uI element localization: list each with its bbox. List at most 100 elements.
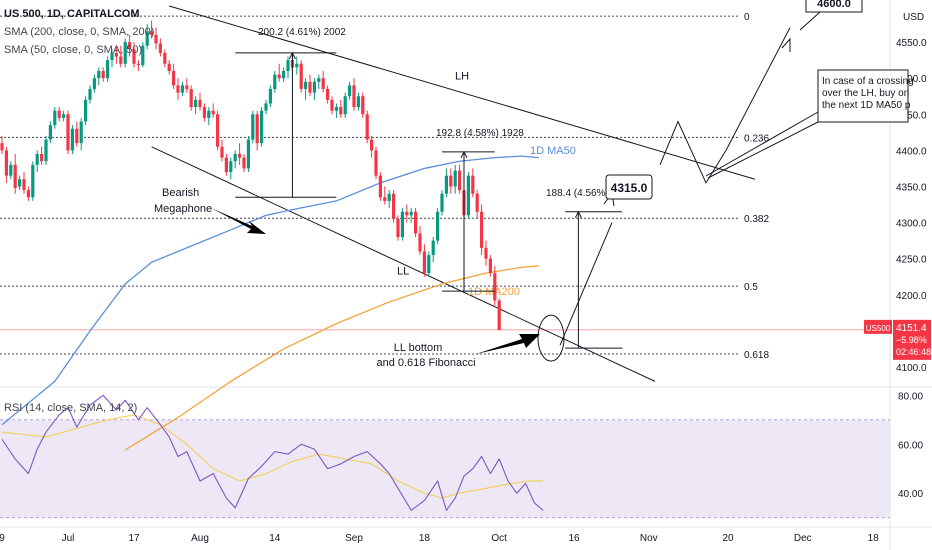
time-tick-label: Sep xyxy=(345,533,363,544)
candle xyxy=(431,240,435,256)
time-tick-label: 20 xyxy=(722,533,734,544)
candle xyxy=(238,153,242,158)
candle xyxy=(304,81,308,90)
candle xyxy=(449,175,453,187)
candle xyxy=(308,81,312,93)
candle xyxy=(414,211,418,234)
future-arrowhead xyxy=(781,37,791,52)
candle xyxy=(136,63,140,66)
candle xyxy=(57,110,61,118)
time-tick-label: 18 xyxy=(868,533,880,544)
candle xyxy=(321,78,325,90)
ma50-label: 1D MA50 xyxy=(530,145,576,157)
lh-trendline xyxy=(169,5,756,180)
symbol-title: US 500, 1D, CAPITALCOM xyxy=(4,8,140,20)
price-tick-label: 4250.0 xyxy=(896,255,927,266)
candle xyxy=(334,107,338,111)
fib-level-label: 0.236 xyxy=(744,133,769,144)
price-badge-change: −5.98% xyxy=(896,335,927,345)
sma200-legend[interactable]: SMA (200, close, 0, SMA, 200) xyxy=(4,26,155,38)
future-path xyxy=(659,27,791,184)
fib-level-label: 0.382 xyxy=(744,214,769,225)
candle xyxy=(255,114,259,144)
fib-level-label: 0 xyxy=(744,12,750,23)
time-tick-label: 18 xyxy=(419,533,431,544)
candle xyxy=(458,170,462,191)
ll-bottom-text: and 0.618 Fibonacci xyxy=(376,357,475,369)
candle xyxy=(123,42,127,64)
candle xyxy=(405,211,409,216)
candle xyxy=(40,153,44,162)
candle xyxy=(202,107,206,118)
price-tick-label: 4350.0 xyxy=(896,182,927,193)
bottom-circle xyxy=(537,314,565,362)
candle xyxy=(242,157,246,169)
candle xyxy=(194,99,198,108)
candle xyxy=(348,85,352,97)
candle xyxy=(211,110,215,115)
candle xyxy=(75,128,79,144)
candle xyxy=(330,99,334,111)
candle xyxy=(444,175,448,194)
candle xyxy=(374,150,378,176)
candle xyxy=(132,49,136,64)
candle xyxy=(436,211,440,241)
candle xyxy=(9,164,13,176)
candle xyxy=(427,255,431,274)
note-pointer-2 xyxy=(707,121,819,179)
time-tick-label: Jul xyxy=(62,533,75,544)
note-box xyxy=(817,69,909,123)
candle xyxy=(35,153,39,165)
time-tick-label: Oct xyxy=(491,533,507,544)
candle xyxy=(365,114,369,140)
symbol-legend[interactable]: US 500, 1D, CAPITALCOM xyxy=(4,8,140,20)
megaphone-text: Megaphone xyxy=(154,203,212,215)
candle xyxy=(70,128,74,151)
candle xyxy=(110,52,114,61)
megaphone-text: Bearish xyxy=(162,187,199,199)
price-badge-value: 4151.4 xyxy=(896,323,927,334)
sma50-legend[interactable]: SMA (50, close, 0, SMA, 50) xyxy=(4,44,143,56)
rsi-band xyxy=(0,419,890,518)
candle xyxy=(18,179,22,187)
candle xyxy=(471,175,475,194)
price-tick-label: 4450.0 xyxy=(896,110,927,121)
candle xyxy=(233,153,237,162)
candle xyxy=(387,193,391,201)
candle xyxy=(352,85,356,108)
candle xyxy=(282,70,286,79)
sma200-line xyxy=(124,265,539,451)
time-tick-label: Aug xyxy=(191,533,209,544)
candle xyxy=(475,193,479,212)
candle xyxy=(119,56,123,64)
candle xyxy=(114,52,118,57)
measure3-arrowhead xyxy=(574,210,582,218)
candle xyxy=(216,114,220,147)
candle xyxy=(361,96,365,115)
lh-label: LH xyxy=(455,71,469,83)
candle xyxy=(488,258,492,274)
rsi-tick-label: 40.00 xyxy=(898,489,923,500)
ml-trendline xyxy=(151,146,656,382)
candle xyxy=(97,70,101,79)
measure1-arrowhead xyxy=(288,51,296,60)
candle xyxy=(220,146,224,158)
candle xyxy=(44,139,48,162)
candle xyxy=(317,78,321,82)
candle xyxy=(312,81,316,93)
top-target-label: 4600.0 xyxy=(817,0,851,10)
rsi-legend[interactable]: RSI (14, close, SMA, 14, 2) xyxy=(4,402,138,414)
note-line: the next 1D MA50 p xyxy=(822,100,911,111)
candle xyxy=(453,170,457,187)
candle xyxy=(295,63,299,68)
candle xyxy=(84,99,88,122)
measure2-label: 192.8 (4.58%) 1928 xyxy=(436,128,524,139)
candle xyxy=(0,143,4,151)
price-tick-label: 4400.0 xyxy=(896,146,927,157)
candle xyxy=(400,211,404,238)
target-box xyxy=(605,174,653,200)
candle xyxy=(167,63,171,71)
rsi-tick-label: 80.00 xyxy=(898,391,923,402)
